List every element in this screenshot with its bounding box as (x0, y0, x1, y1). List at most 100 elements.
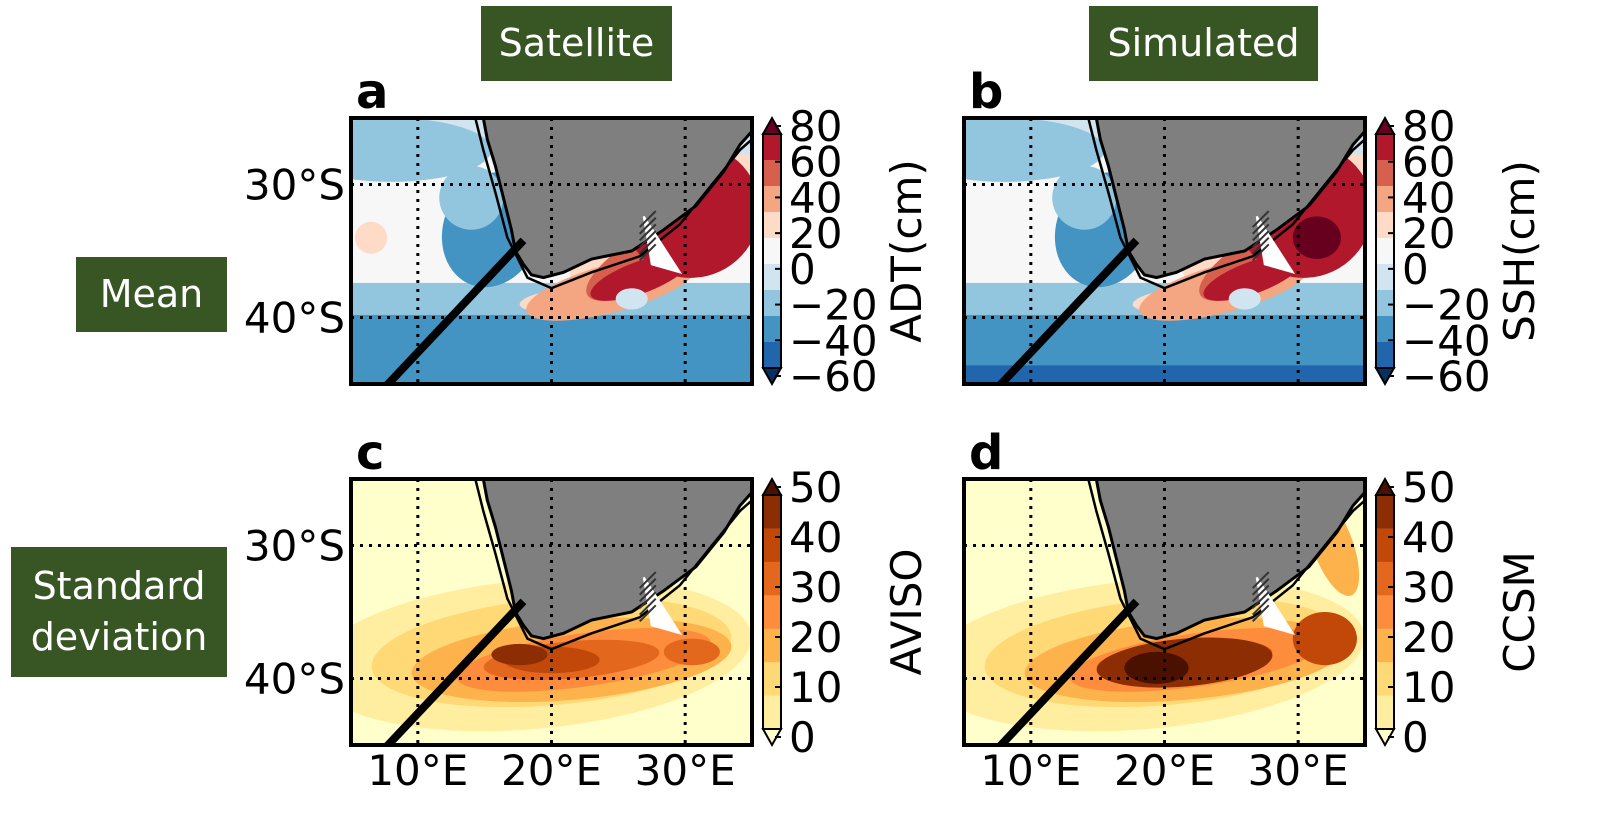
lon-label: 10°E (367, 746, 468, 795)
colorbar-segment (1376, 595, 1394, 630)
colorbar-title-d: CCSM (1495, 551, 1544, 673)
colorbar-segment (1376, 561, 1394, 596)
hatch-stroke (1252, 223, 1270, 242)
colorbar-tick-label: −40 (789, 316, 878, 365)
colorbar-tick-label: 20 (789, 209, 842, 258)
colorbar-tick-label: 60 (789, 138, 842, 187)
colorbar-segment (763, 561, 781, 596)
colorbar-segment (763, 186, 781, 213)
hatch-stroke (1252, 230, 1270, 248)
hatch-stroke (639, 591, 657, 609)
colorbar-tick-label: 50 (1402, 463, 1455, 512)
colorbar-tick-label: −60 (789, 352, 878, 401)
colorbar-segment (1376, 695, 1394, 730)
colorbar-segment (1376, 134, 1394, 161)
hatch-stroke (639, 604, 657, 623)
row-header-std-label: Standard deviation (31, 561, 208, 664)
lat-label: 40°S (244, 294, 345, 343)
hatch-stroke (1252, 578, 1270, 596)
shelf-contour (1087, 479, 1365, 651)
colorbar-tick-label: 20 (1402, 613, 1455, 662)
colorbar-tick-label: 20 (789, 613, 842, 662)
colorbar-tick-label: 40 (1402, 513, 1455, 562)
panel-letter-b: b (969, 64, 1003, 120)
hatch-stroke (639, 217, 657, 235)
hatch-stroke (1252, 584, 1270, 603)
colorbar-tick-label: 10 (1402, 663, 1455, 712)
colorbar-frame (1375, 494, 1395, 730)
colorbar-title-b: SSH(cm) (1495, 160, 1544, 342)
colorbar-tick-label: 80 (789, 102, 842, 151)
colorbar-tick-label: 40 (1402, 173, 1455, 222)
hatch-stroke (1252, 236, 1270, 255)
panel-letter-d: d (969, 425, 1003, 481)
shelf-contour (474, 118, 752, 290)
row-header-std-line2: deviation (30, 615, 208, 659)
colorbar-segment (1376, 160, 1394, 187)
map-frame (962, 116, 1367, 386)
lon-label: 10°E (980, 746, 1081, 795)
colorbar-segment (763, 160, 781, 187)
colorbar-segment (1376, 495, 1394, 529)
row-header-std-line1: Standard (32, 563, 206, 608)
panel-letter-c: c (356, 425, 384, 481)
hatch-stroke (639, 578, 657, 596)
hatch-stroke (639, 243, 657, 262)
colorbar-frame (1375, 133, 1395, 369)
hatch-stroke (639, 230, 657, 248)
colorbar-segment (1376, 238, 1394, 265)
colorbar-title-c: AVISO (882, 549, 931, 676)
section-line (382, 237, 527, 384)
hatch-stroke (639, 571, 657, 589)
row-header-mean-label: Mean (99, 271, 204, 316)
colorbar-segment (763, 238, 781, 265)
lat-label: 30°S (244, 161, 345, 210)
column-header-satellite: Satellite (481, 6, 672, 81)
hatch-stroke (1252, 210, 1270, 228)
colorbar-tick-label: 0 (789, 713, 816, 762)
field-d (964, 479, 1365, 745)
colorbar-tick-label: 0 (1402, 245, 1429, 294)
colorbar-segment (1376, 528, 1394, 563)
colorbar-tick-label: 40 (789, 513, 842, 562)
colorbar-tick-label: 60 (1402, 138, 1455, 187)
colorbar-tick-label: 40 (789, 173, 842, 222)
shelf-contour (474, 479, 752, 651)
lat-label: 30°S (244, 522, 345, 571)
lon-label: 30°E (635, 746, 736, 795)
colorbar-segment (1376, 290, 1394, 317)
row-header-mean: Mean (76, 257, 227, 332)
colorbar-segment (1376, 662, 1394, 697)
hatch-stroke (1252, 217, 1270, 235)
lon-label: 20°E (1114, 746, 1215, 795)
map-frame (349, 116, 754, 386)
colorbar-tick-label: 50 (789, 463, 842, 512)
colorbar-segment (1376, 316, 1394, 343)
colorbar-frame (762, 494, 782, 730)
lat-label: 40°S (244, 655, 345, 704)
map-frame (962, 477, 1367, 747)
colorbar-segment (763, 316, 781, 343)
section-line (382, 598, 527, 745)
colorbar-segment (763, 595, 781, 630)
colorbar-tick-label: 20 (1402, 209, 1455, 258)
colorbar-segment (763, 628, 781, 663)
colorbar-tick-label: 80 (1402, 102, 1455, 151)
row-header-standard-deviation: Standard deviation (11, 547, 227, 677)
section-line (995, 598, 1140, 745)
colorbar-segment (763, 695, 781, 730)
colorbar-tick-label: 0 (1402, 713, 1429, 762)
colorbar-segment (763, 662, 781, 697)
lon-label: 20°E (501, 746, 602, 795)
column-header-simulated: Simulated (1089, 6, 1318, 81)
colorbar-segment (763, 212, 781, 239)
colorbar-segment (1376, 342, 1394, 369)
field-b (964, 118, 1365, 384)
